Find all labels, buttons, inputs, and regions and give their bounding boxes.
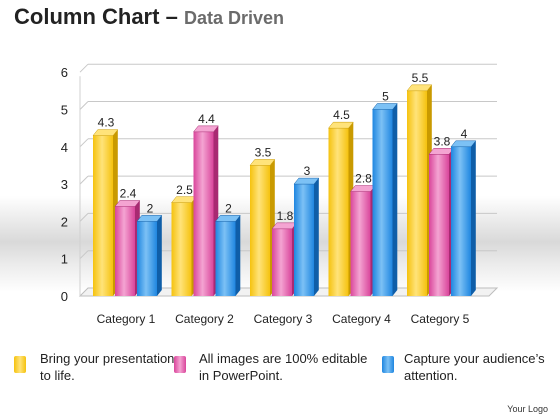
data-label: 4.3: [98, 116, 115, 130]
x-tick-label: Category 1: [97, 312, 156, 326]
data-label: 2: [225, 201, 232, 215]
bar-side: [471, 140, 476, 296]
data-label: 3.8: [434, 134, 451, 148]
data-label: 2.8: [355, 172, 372, 186]
gridline-depth: [79, 175, 89, 185]
legend-item-1: Bring your presentation to life.: [40, 351, 175, 383]
gridline-depth: [79, 101, 89, 110]
labels-layer: 0 1 2 3 4 5 6 4.3 2.4 2 Category 1 2.5 4.4 2 Category …: [61, 65, 470, 326]
gridline-depth: [79, 250, 89, 260]
bar-front: [250, 165, 270, 296]
data-label: 1.8: [277, 209, 294, 223]
bar-top: [406, 84, 433, 92]
x-tick-label: Category 3: [254, 312, 313, 326]
data-label: 2.5: [176, 183, 193, 197]
bar-front: [451, 146, 471, 296]
gridline-depth: [79, 63, 89, 73]
bar-front: [350, 191, 371, 296]
bar-side: [392, 103, 398, 296]
legend-item-3: Capture your audience’s attention.: [404, 351, 545, 383]
y-tick-label: 0: [61, 289, 68, 304]
bar-top: [114, 200, 141, 207]
y-tick-label: 1: [61, 252, 68, 267]
y-tick-label: 4: [61, 140, 68, 155]
gridline-depth: [79, 138, 89, 148]
bar-top: [371, 103, 398, 110]
bar-top: [450, 140, 477, 148]
x-tick-label: Category 5: [411, 312, 470, 326]
y-tick-label: 6: [61, 65, 68, 80]
bar-top: [92, 129, 119, 136]
legend-swatch-3: [382, 356, 394, 373]
bar-top: [327, 121, 354, 129]
x-tick-label: Category 4: [332, 312, 391, 326]
data-label: 4: [461, 127, 468, 141]
bar-top: [214, 215, 241, 222]
legend-swatch-1: [14, 356, 26, 373]
bar-front: [215, 221, 236, 296]
title-subtitle: Data Driven: [183, 8, 284, 28]
y-tick-label: 3: [61, 177, 68, 192]
legend-swatch-2: [174, 356, 186, 373]
bar-top: [249, 159, 276, 166]
data-label: 5: [382, 90, 389, 104]
y-tick-label: 2: [61, 214, 68, 229]
bar-front: [137, 221, 157, 296]
bar-front: [429, 154, 449, 296]
data-label: 2.4: [120, 186, 137, 200]
logo-text: Your Logo: [507, 404, 548, 414]
page-title: Column Chart – Data Driven: [14, 4, 284, 30]
bar-front: [115, 206, 135, 296]
bar-front: [93, 135, 113, 296]
data-label: 4.5: [333, 108, 350, 122]
bar-front: [407, 90, 427, 296]
title-main: Column Chart: [14, 4, 160, 29]
bar-front: [328, 128, 349, 296]
data-label: 3.5: [255, 145, 272, 159]
legend-item-2: All images are 100% editable in PowerPoi…: [199, 351, 368, 383]
bar-front: [272, 228, 292, 296]
data-label: 3: [304, 164, 311, 178]
gridline-depth: [79, 213, 89, 222]
bar-side: [157, 215, 162, 296]
x-tick-label: Category 2: [175, 312, 234, 326]
bars-layer: [92, 84, 477, 297]
bar-front: [372, 109, 393, 296]
data-label: 5.5: [412, 71, 429, 85]
bar-side: [314, 178, 319, 296]
bar-top: [293, 177, 320, 185]
bar-front: [171, 202, 192, 296]
bar-top: [192, 125, 219, 133]
bar-front: [294, 184, 314, 296]
bar-front: [193, 131, 214, 296]
bar-top: [136, 215, 163, 222]
data-label: 4.4: [198, 112, 215, 126]
bar-side: [235, 215, 241, 296]
y-tick-label: 5: [61, 103, 68, 118]
data-label: 2: [147, 201, 154, 215]
title-dash: –: [165, 4, 178, 29]
